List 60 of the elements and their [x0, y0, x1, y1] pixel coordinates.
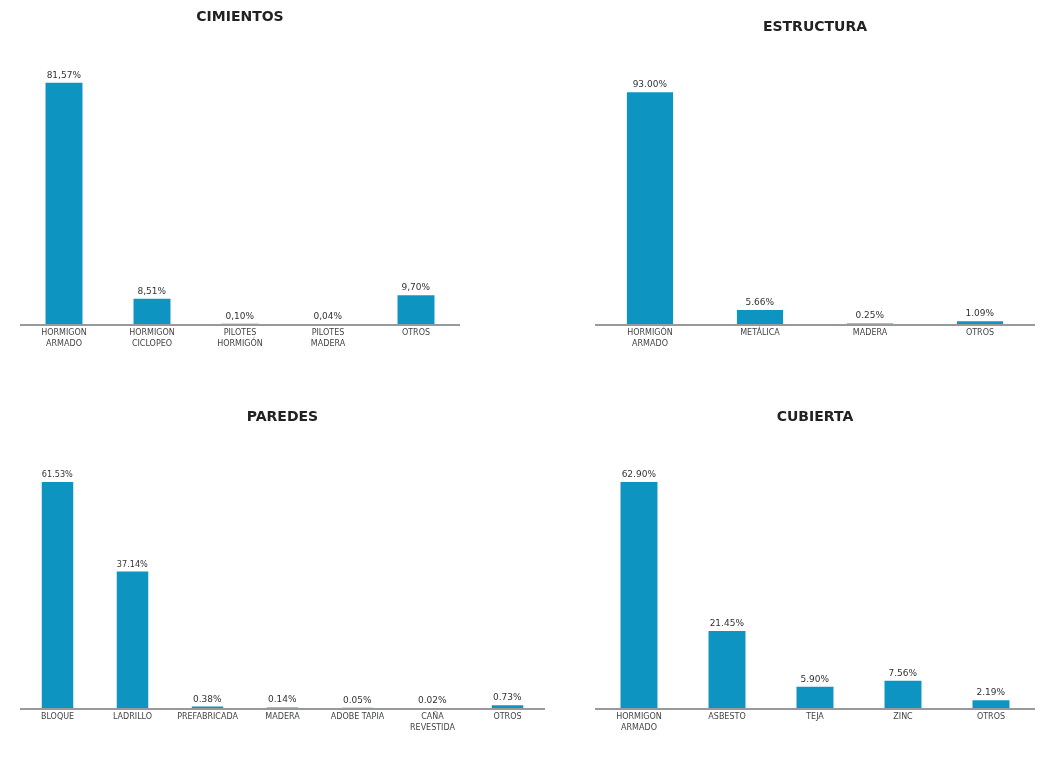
x-tick-label: HORMIGON CICLOPEO [129, 328, 175, 348]
bar [956, 321, 1004, 324]
data-label: 81,57% [46, 69, 82, 80]
chart-title: CIMIENTOS [196, 8, 284, 25]
x-tick-label: ASBESTO [708, 712, 746, 722]
data-label: 9,70% [401, 282, 431, 293]
bar [884, 680, 922, 708]
bar [133, 298, 171, 324]
bar [736, 309, 784, 324]
x-tick-label: ZINC [893, 712, 914, 722]
x-tick-label: PILOTES HORMIGÓN [217, 328, 263, 348]
data-label: 5.90% [800, 673, 830, 684]
x-tick-label: OTROS [493, 712, 522, 722]
bar [626, 92, 674, 324]
x-tick-label: MADERA [265, 712, 301, 722]
bar [116, 571, 149, 708]
data-label: 0.25% [855, 310, 885, 321]
bar [491, 705, 524, 708]
x-tick-label: HORMIGÓN ARMADO [627, 326, 673, 348]
data-label: 0,10% [225, 310, 255, 321]
data-label: 0.38% [192, 693, 223, 704]
bar [972, 700, 1010, 708]
bar [708, 630, 746, 708]
x-tick-label: TEJA [805, 712, 825, 722]
data-label: 5.66% [745, 296, 775, 307]
data-label: 37.14% [116, 558, 149, 569]
x-tick-label: HORMIGON ARMADO [41, 328, 87, 348]
x-tick-label: OTROS [401, 328, 431, 338]
chart-title: PAREDES [246, 407, 319, 424]
x-tick-label: HORMIGON ARMADO [616, 712, 662, 732]
data-label: 62.90% [621, 468, 657, 479]
bar [397, 295, 435, 324]
bar [796, 686, 834, 708]
data-label: 8,51% [137, 285, 167, 296]
data-label: 61.53% [41, 469, 74, 480]
data-label: 93.00% [632, 79, 668, 90]
x-tick-label: LADRILLO [112, 712, 153, 722]
chart-title: CUBIERTA [776, 407, 854, 424]
x-tick-label: CAÑA REVESTIDA [410, 711, 456, 732]
chart-title: ESTRUCTURA [762, 18, 868, 35]
data-label: 1.09% [965, 308, 995, 319]
data-label: 21.45% [709, 617, 745, 628]
x-tick-label: PREFABRICADA [177, 712, 239, 722]
bar [45, 82, 83, 324]
x-tick-label: ADOBE TAPIA [330, 712, 385, 722]
x-tick-label: METÁLICA [740, 326, 781, 338]
data-label: 2.19% [976, 687, 1006, 698]
x-tick-label: BLOQUE [40, 712, 75, 722]
data-label: 0.05% [342, 694, 373, 705]
data-label: 7.56% [888, 667, 918, 678]
x-tick-label: OTROS [965, 328, 995, 338]
data-label: 0.14% [267, 694, 298, 705]
x-tick-label: MADERA [852, 328, 888, 338]
bar [41, 481, 74, 708]
x-tick-label: OTROS [976, 712, 1006, 722]
data-label: 0,04% [313, 310, 343, 321]
x-tick-label: PILOTES MADERA [310, 328, 346, 348]
bar [620, 481, 658, 708]
data-label: 0.02% [417, 694, 448, 705]
data-label: 0.73% [492, 692, 523, 703]
